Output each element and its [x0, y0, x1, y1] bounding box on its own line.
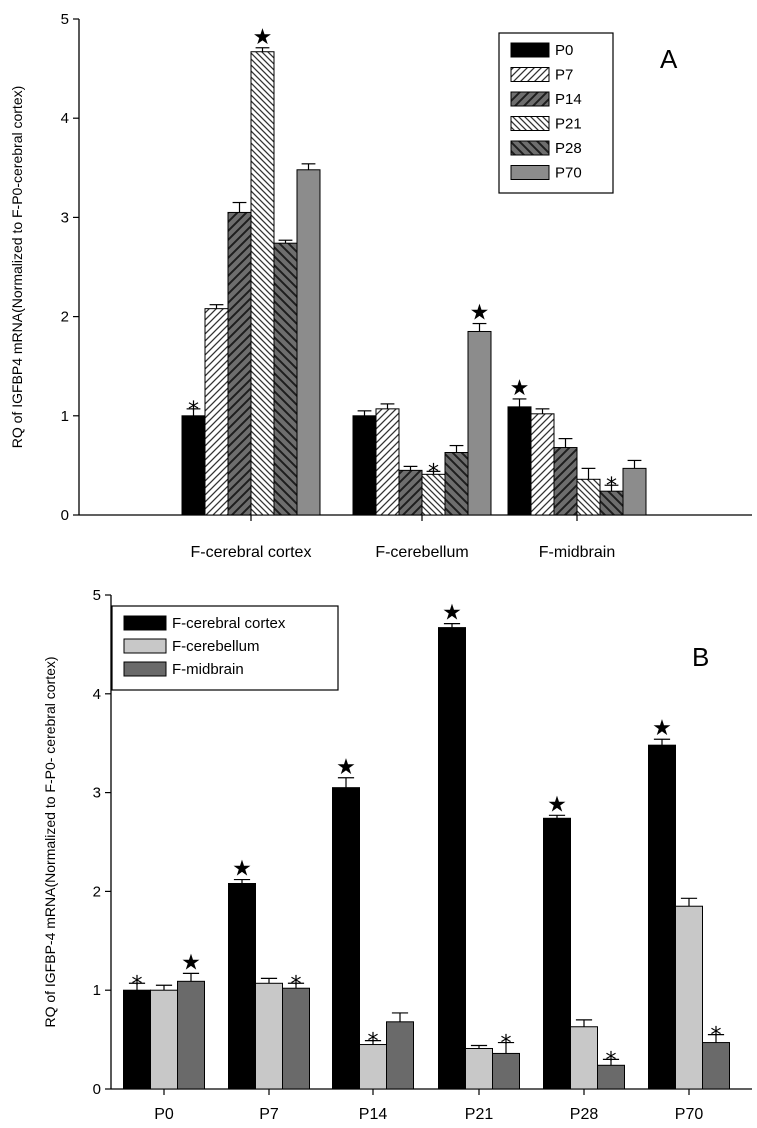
- legend-label: P21: [555, 116, 582, 133]
- x-category-label: P70: [675, 1106, 704, 1123]
- significance-asterisk: *: [428, 460, 439, 485]
- significance-asterisk: *: [606, 474, 617, 499]
- bar: [531, 414, 554, 515]
- legend-label: P28: [555, 140, 582, 157]
- y-tick-label: 2: [61, 309, 69, 326]
- legend-swatch: [124, 662, 166, 676]
- legend-label: P14: [555, 91, 582, 108]
- significance-asterisk: *: [501, 1032, 512, 1057]
- legend-label: F-cerebellum: [172, 638, 260, 655]
- legend-swatch: [511, 43, 549, 57]
- significance-star: ★: [442, 601, 462, 626]
- y-tick-label: 0: [93, 1081, 101, 1098]
- legend-label: P70: [555, 165, 582, 182]
- bar: [439, 628, 466, 1089]
- bar: [274, 243, 297, 515]
- y-tick-label: 2: [93, 883, 101, 900]
- x-category-label: P14: [359, 1106, 388, 1123]
- x-category-label: F-cerebellum: [375, 544, 468, 561]
- significance-asterisk: *: [188, 398, 199, 423]
- bar: [649, 745, 676, 1089]
- legend-swatch: [511, 68, 549, 82]
- bar: [623, 468, 646, 515]
- bar: [577, 479, 600, 515]
- bar: [571, 1027, 598, 1089]
- significance-star: ★: [652, 716, 672, 741]
- bar: [703, 1043, 730, 1089]
- y-tick-label: 1: [93, 982, 101, 999]
- significance-star: ★: [336, 755, 356, 780]
- bar: [124, 990, 151, 1089]
- significance-asterisk: *: [606, 1048, 617, 1073]
- bar: [387, 1022, 414, 1089]
- significance-star: ★: [510, 376, 530, 401]
- y-tick-label: 5: [61, 11, 69, 28]
- significance-star: ★: [181, 950, 201, 975]
- x-category-label: P28: [570, 1106, 599, 1123]
- x-category-label: F-midbrain: [539, 544, 615, 561]
- bar: [256, 983, 283, 1089]
- y-tick-label: 3: [61, 209, 69, 226]
- panel-letter: A: [660, 44, 678, 74]
- bar: [676, 906, 703, 1089]
- legend-swatch: [511, 141, 549, 155]
- y-tick-label: 1: [61, 408, 69, 425]
- bar: [468, 331, 491, 515]
- legend-label: F-midbrain: [172, 661, 244, 678]
- bar: [445, 453, 468, 515]
- bar: [353, 416, 376, 515]
- x-category-label: F-cerebral cortex: [191, 544, 312, 561]
- significance-star: ★: [253, 25, 273, 50]
- bar: [493, 1053, 520, 1089]
- bar: [205, 309, 228, 515]
- bar: [182, 416, 205, 515]
- bar: [466, 1048, 493, 1089]
- x-category-label: P21: [465, 1106, 494, 1123]
- bar: [399, 470, 422, 515]
- bar: [554, 448, 577, 515]
- legend-label: F-cerebral cortex: [172, 615, 286, 632]
- bar: [544, 818, 571, 1089]
- chart-panel-a: 0 1 2 3 4 5 RQ of IGFBP4 mRNA(Normalized to F-…: [9, 11, 752, 561]
- y-tick-label: 3: [93, 785, 101, 802]
- significance-star: ★: [547, 792, 567, 817]
- panel-letter: B: [692, 642, 709, 672]
- bar: [283, 988, 310, 1089]
- legend-label: P7: [555, 67, 573, 84]
- legend-swatch: [124, 616, 166, 630]
- significance-asterisk: *: [711, 1024, 722, 1049]
- legend-swatch: [511, 117, 549, 131]
- y-axis-title: RQ of IGFBP4 mRNA(Normalized to F-P0-cer…: [9, 86, 25, 449]
- legend-swatch: [124, 639, 166, 653]
- bar: [251, 52, 274, 515]
- y-tick-label: 5: [93, 587, 101, 604]
- significance-asterisk: *: [132, 972, 143, 997]
- significance-star: ★: [470, 301, 490, 326]
- bar: [376, 409, 399, 515]
- legend-label: P0: [555, 42, 573, 59]
- bar: [228, 212, 251, 515]
- bar: [178, 981, 205, 1089]
- bar: [229, 883, 256, 1089]
- y-tick-label: 4: [61, 110, 69, 127]
- chart-panel-b: 0 1 2 3 4 5 RQ of IGFBP-4 mRNA(Normalized to F…: [42, 587, 752, 1123]
- bar: [333, 788, 360, 1089]
- x-category-label: P7: [259, 1106, 279, 1123]
- y-tick-label: 0: [61, 507, 69, 524]
- legend-swatch: [511, 92, 549, 106]
- y-tick-label: 4: [93, 686, 101, 703]
- bar: [151, 990, 178, 1089]
- legend-swatch: [511, 166, 549, 180]
- significance-asterisk: *: [291, 972, 302, 997]
- significance-star: ★: [232, 857, 252, 882]
- x-category-label: P0: [154, 1106, 174, 1123]
- bar: [297, 170, 320, 515]
- bar: [508, 407, 531, 515]
- significance-asterisk: *: [368, 1030, 379, 1055]
- y-axis-title: RQ of IGFBP-4 mRNA(Normalized to F-P0- c…: [42, 656, 58, 1027]
